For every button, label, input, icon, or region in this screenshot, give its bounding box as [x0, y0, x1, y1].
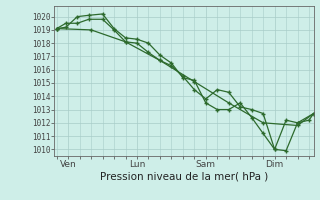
- X-axis label: Pression niveau de la mer( hPa ): Pression niveau de la mer( hPa ): [100, 172, 268, 182]
